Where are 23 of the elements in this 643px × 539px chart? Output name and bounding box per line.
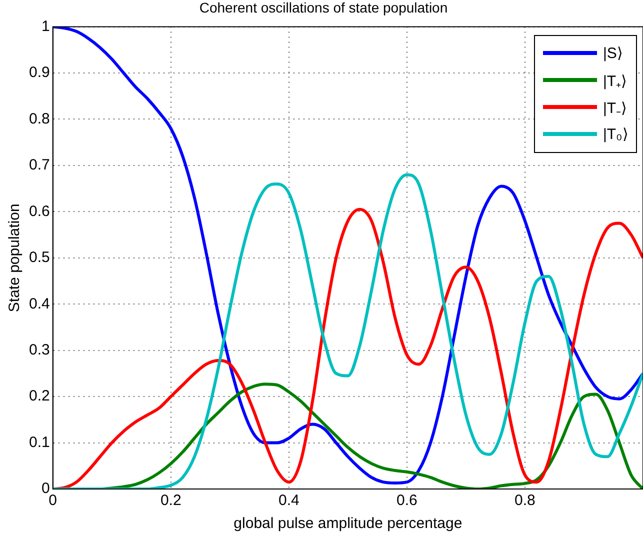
x-tick-label: 0.8 bbox=[514, 492, 536, 510]
y-tick-label: 0.9 bbox=[28, 64, 50, 82]
y-tick-label: 0.8 bbox=[28, 110, 50, 128]
x-tick-label: 0.2 bbox=[160, 492, 182, 510]
x-axis-title: global pulse amplitude percentage bbox=[234, 515, 462, 532]
y-axis-title: State population bbox=[6, 204, 24, 312]
chart-title: Coherent oscillations of state population bbox=[199, 0, 448, 16]
line-series bbox=[52, 26, 643, 484]
y-tick-label: 0.6 bbox=[28, 202, 50, 220]
legend-label: |T₀⟩ bbox=[603, 125, 628, 144]
y-tick-label: 0.1 bbox=[28, 434, 50, 451]
legend-label: |T₊⟩ bbox=[603, 72, 628, 90]
y-tick-label: 0.5 bbox=[28, 249, 50, 266]
y-tick-label: 0.2 bbox=[28, 388, 50, 405]
y-tick-label: 1 bbox=[42, 18, 50, 35]
legend-label: |T₋⟩ bbox=[603, 99, 628, 118]
x-tick-label: 0.4 bbox=[278, 492, 300, 510]
y-tick-label: 0.3 bbox=[28, 341, 50, 358]
y-tick-label: 0.4 bbox=[28, 295, 50, 312]
y-tick-label: 0 bbox=[42, 480, 50, 498]
legend-label: |S⟩ bbox=[603, 44, 623, 62]
y-tick-label: 0.7 bbox=[28, 156, 50, 174]
x-tick-label: 0.6 bbox=[396, 492, 418, 510]
